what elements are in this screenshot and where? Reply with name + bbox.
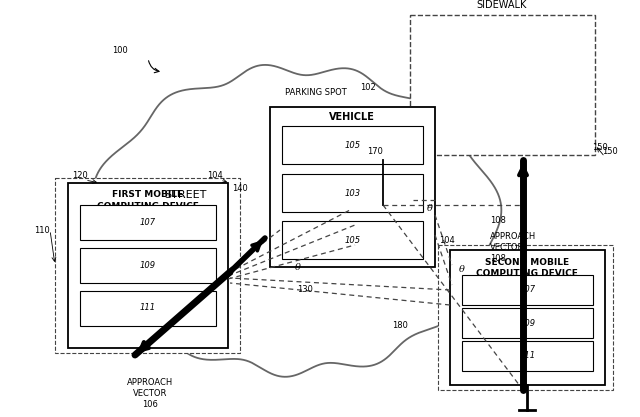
Text: 107: 107 (140, 218, 156, 226)
Text: FIRST MOBILE: FIRST MOBILE (113, 190, 184, 199)
Bar (270, 107, 435, 267)
Bar (80, 248, 216, 283)
Text: 150: 150 (592, 143, 608, 153)
Text: 140: 140 (232, 183, 248, 193)
Bar (450, 250, 605, 385)
Text: SIDEWALK: SIDEWALK (477, 0, 527, 10)
Text: 110: 110 (34, 226, 50, 234)
Text: 109: 109 (140, 261, 156, 269)
Text: 111: 111 (520, 352, 536, 361)
Text: COMPUTING DEVICE: COMPUTING DEVICE (97, 202, 199, 211)
Text: 120: 120 (72, 171, 88, 179)
Text: 108: 108 (490, 216, 506, 224)
Text: STREET: STREET (164, 190, 206, 200)
Bar (462, 308, 593, 338)
Bar (55, 178, 240, 353)
Text: 103: 103 (344, 188, 360, 198)
Bar (282, 126, 423, 164)
Text: 105: 105 (344, 141, 360, 150)
Bar (282, 174, 423, 212)
Bar (410, 15, 595, 155)
Bar (80, 205, 216, 240)
Text: 111: 111 (140, 304, 156, 312)
Text: APPROACH
VECTOR
108: APPROACH VECTOR 108 (490, 232, 536, 263)
Bar (80, 291, 216, 326)
Text: 104: 104 (207, 171, 223, 179)
Text: θ: θ (427, 203, 433, 213)
Text: VEHICLE: VEHICLE (329, 112, 375, 122)
Text: 102: 102 (360, 83, 376, 92)
Text: PARKING SPOT: PARKING SPOT (285, 88, 347, 97)
Bar (438, 245, 613, 390)
Text: SECOND MOBILE: SECOND MOBILE (485, 258, 569, 267)
Text: 100: 100 (112, 45, 128, 55)
Text: 107: 107 (520, 286, 536, 294)
Text: COMPUTING DEVICE: COMPUTING DEVICE (476, 269, 578, 278)
Text: 150: 150 (602, 148, 618, 156)
Text: θ: θ (295, 264, 301, 272)
Bar (68, 183, 228, 348)
Bar (462, 341, 593, 371)
Text: 104: 104 (439, 236, 455, 244)
Text: APPROACH
VECTOR
106: APPROACH VECTOR 106 (127, 378, 173, 409)
Text: 180: 180 (392, 321, 408, 329)
Text: 130: 130 (297, 286, 313, 294)
Text: 105: 105 (344, 236, 360, 244)
Text: 109: 109 (520, 319, 536, 327)
Bar (282, 221, 423, 259)
Text: 170: 170 (367, 148, 383, 156)
Text: θ: θ (459, 266, 465, 274)
Bar (462, 275, 593, 305)
